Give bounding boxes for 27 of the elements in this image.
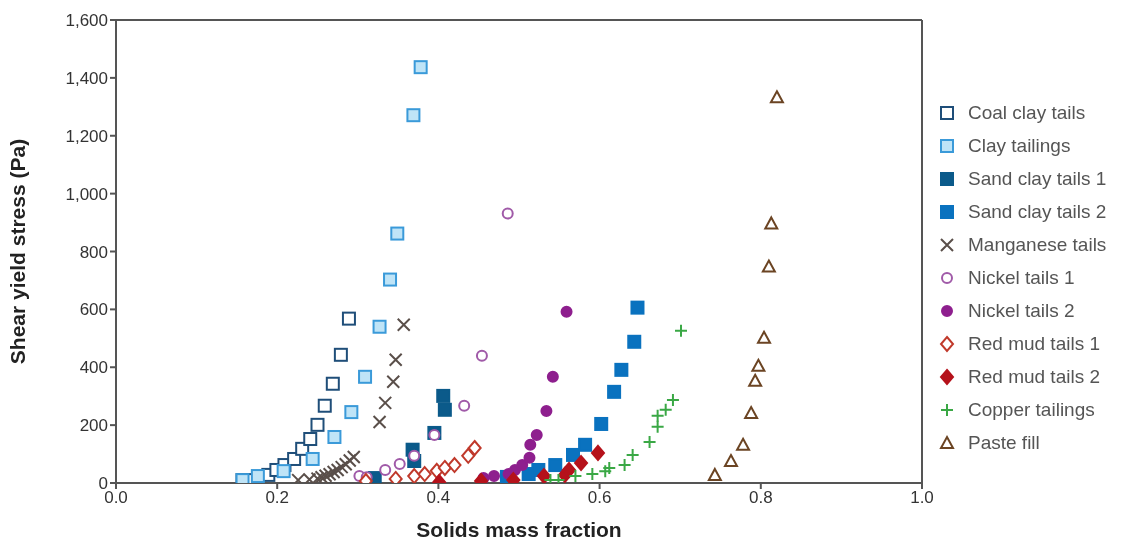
legend-label: Nickel tails 1 xyxy=(968,267,1075,289)
x-axis-title: Solids mass fraction xyxy=(416,518,622,541)
x-tick-label: 1.0 xyxy=(910,488,934,508)
legend-label: Copper tailings xyxy=(968,399,1095,421)
y-tick-label: 600 xyxy=(79,300,108,320)
y-tick-label: 200 xyxy=(79,416,108,436)
y-tick-label: 1,600 xyxy=(65,11,108,31)
legend-label: Coal clay tails xyxy=(968,102,1086,124)
legend-label: Sand clay tails 1 xyxy=(968,168,1107,190)
legend-label: Manganese tails xyxy=(968,234,1107,256)
y-axis-title: Shear yield stress (Pa) xyxy=(6,138,30,365)
x-tick-label: 0.6 xyxy=(587,488,612,508)
x-tick-label: 0.4 xyxy=(426,488,451,508)
x-tick-label: 0.2 xyxy=(265,488,290,508)
legend-label: Nickel tails 2 xyxy=(968,300,1075,322)
y-tick-label: 1,200 xyxy=(65,126,108,146)
x-tick-label: 0.0 xyxy=(104,488,128,508)
y-tick-label: 400 xyxy=(79,358,108,378)
legend-label: Red mud tails 1 xyxy=(968,333,1101,355)
y-tick-label: 1,000 xyxy=(65,184,108,204)
legend-label: Clay tailings xyxy=(968,135,1071,157)
legend-label: Paste fill xyxy=(968,432,1040,454)
y-tick-label: 800 xyxy=(79,242,108,262)
legend-label: Red mud tails 2 xyxy=(968,366,1101,388)
x-tick-label: 0.8 xyxy=(748,488,773,508)
legend-label: Sand clay tails 2 xyxy=(968,201,1107,223)
y-tick-label: 1,400 xyxy=(65,68,108,88)
